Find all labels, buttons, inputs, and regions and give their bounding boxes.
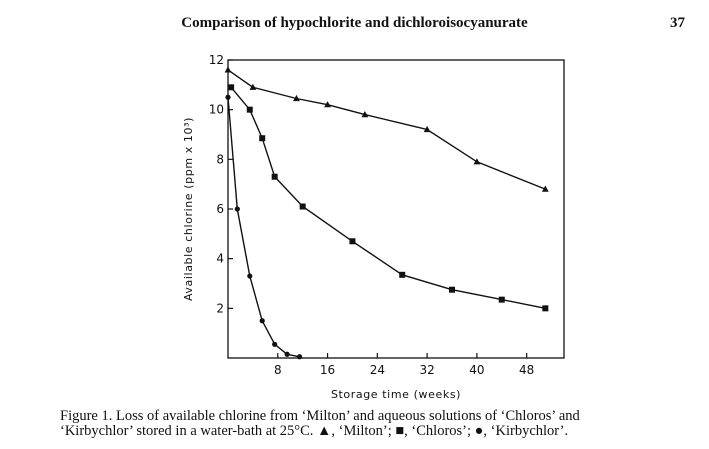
circle-point [284,351,290,357]
triangle-point [541,185,549,192]
x-tick-label: 32 [419,363,434,377]
x-axis-title: Storage time (weeks) [331,388,461,401]
figure-chart: 8 16 24 32 40 48 2 4 6 8 10 12 Storage time (weeks… [170,52,580,404]
y-tick-label: 4 [216,252,224,266]
figure-caption: Figure 1. Loss of available chlorine fro… [60,409,700,439]
square-point [542,305,549,312]
series-square [228,84,549,312]
x-tick-label: 48 [519,363,534,377]
page-header: Comparison of hypochlorite and dichloroi… [0,12,709,34]
square-point [228,84,235,91]
series-line-square [230,86,546,309]
x-tick-label: 24 [370,363,385,377]
data-series [224,66,549,360]
square-point [449,286,455,293]
y-tick-label: 6 [216,202,224,216]
square-point [246,106,253,113]
circle-point [247,273,253,279]
x-tick-label: 8 [274,363,282,377]
page-number: 37 [670,15,685,31]
caption-line-1: Figure 1. Loss of available chlorine fro… [60,408,580,424]
triangle-point [249,83,257,90]
x-tick-label: 40 [469,363,484,377]
y-tick-label: 12 [209,53,224,67]
square-point [271,173,278,180]
circle-point [234,206,240,212]
square-point [498,296,505,303]
circle-point [296,354,303,360]
triangle-point [423,125,431,133]
square-point [349,238,356,245]
circle-point [259,318,265,324]
series-circle [225,94,303,360]
triangle-point [224,66,232,73]
triangle-point [361,111,369,118]
circle-point [272,341,278,347]
caption-line-2: ‘Kirbychlor’ stored in a water-bath at 2… [60,423,569,439]
y-axis-title: Available chlorine (ppm x 10³) [182,117,195,301]
circle-point [225,94,231,100]
square-point [259,135,266,142]
y-tick-label: 10 [209,103,224,117]
y-tick-label: 8 [216,152,224,166]
square-point [399,271,406,278]
x-axis-ticks: 8 16 24 32 40 48 [274,353,534,377]
x-tick-label: 16 [320,363,335,377]
triangle-point [293,94,300,102]
plot-frame [227,59,565,359]
running-title: Comparison of hypochlorite and dichloroi… [181,15,528,31]
y-axis-ticks: 2 4 6 8 10 12 [209,53,233,315]
y-tick-label: 2 [216,301,224,315]
triangle-point [324,101,331,108]
square-point [299,203,306,210]
triangle-point [473,158,481,165]
series-triangle [224,66,549,192]
series-line-triangle [227,69,546,190]
